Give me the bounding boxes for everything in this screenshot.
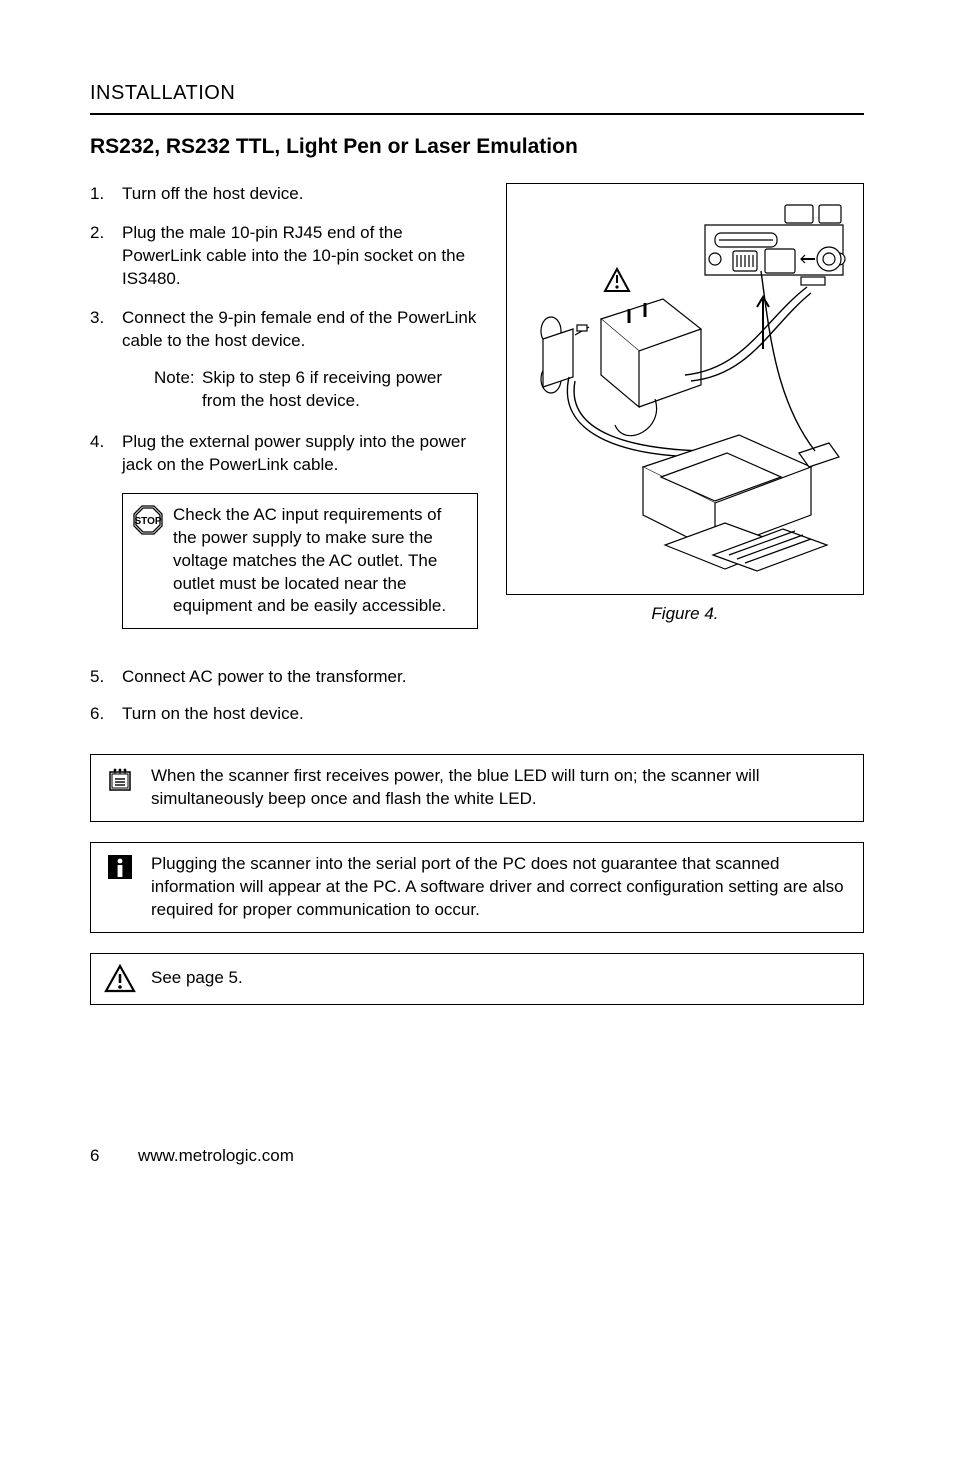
warning-callout-text: See page 5. — [151, 967, 243, 990]
step-3: Connect the 9-pin female end of the Powe… — [90, 307, 478, 413]
note-label: Note: — [154, 367, 202, 413]
info-callout-text: Plugging the scanner into the serial por… — [151, 853, 851, 922]
steps-list: Turn off the host device. Plug the male … — [90, 183, 478, 476]
step-text: Turn off the host device. — [122, 183, 303, 206]
footer-url: www.metrologic.com — [138, 1145, 294, 1168]
stop-warning-box: STOP Check the AC input requirements of … — [122, 493, 478, 630]
stop-icon: STOP — [131, 504, 165, 619]
step-5-num: 5. — [90, 666, 122, 689]
step-6-text: Turn on the host device. — [122, 703, 304, 726]
section-header: INSTALLATION — [90, 80, 864, 115]
figure-4-frame — [506, 183, 864, 595]
info-callout: Plugging the scanner into the serial por… — [90, 842, 864, 933]
stop-warning-text: Check the AC input requirements of the p… — [173, 504, 465, 619]
warning-triangle-icon — [103, 964, 137, 994]
led-callout-text: When the scanner first receives power, t… — [151, 765, 851, 811]
info-icon — [103, 853, 137, 881]
page-subtitle: RS232, RS232 TTL, Light Pen or Laser Emu… — [90, 133, 864, 161]
step-1: Turn off the host device. — [90, 183, 478, 206]
svg-text:STOP: STOP — [134, 516, 161, 527]
figure-caption: Figure 4. — [506, 603, 864, 626]
led-callout: When the scanner first receives power, t… — [90, 754, 864, 822]
right-column: Figure 4. — [506, 183, 864, 656]
warning-callout: See page 5. — [90, 953, 864, 1005]
page-footer: 6 www.metrologic.com — [90, 1145, 864, 1168]
step-text: Plug the external power supply into the … — [122, 431, 478, 477]
step-6-num: 6. — [90, 703, 122, 726]
indicator-icon — [103, 765, 137, 795]
step-2: Plug the male 10-pin RJ45 end of the Pow… — [90, 222, 478, 291]
installation-diagram — [515, 199, 855, 579]
step-text: Connect the 9-pin female end of the Powe… — [122, 308, 476, 350]
page-number: 6 — [90, 1145, 138, 1168]
step-5-text: Connect AC power to the transformer. — [122, 666, 406, 689]
main-content-row: Turn off the host device. Plug the male … — [90, 183, 864, 656]
note-text: Skip to step 6 if receiving power from t… — [202, 367, 478, 413]
step-text: Plug the male 10-pin RJ45 end of the Pow… — [122, 222, 478, 291]
step-3-note: Note: Skip to step 6 if receiving power … — [122, 367, 478, 413]
step-4: Plug the external power supply into the … — [90, 431, 478, 477]
left-column: Turn off the host device. Plug the male … — [90, 183, 478, 656]
